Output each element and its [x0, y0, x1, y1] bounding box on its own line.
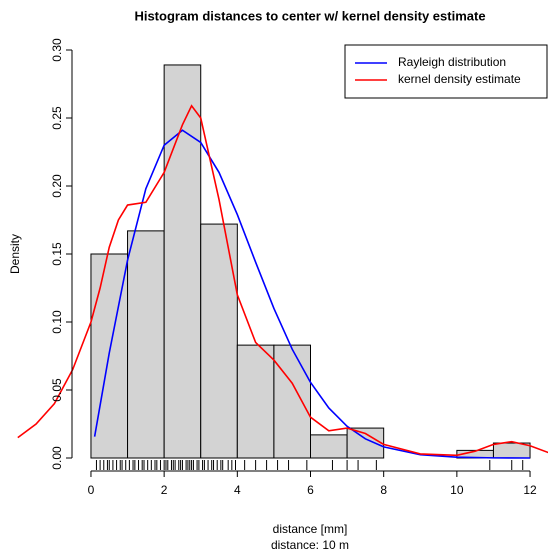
y-tick-label: 0.15: [50, 242, 64, 266]
y-tick-label: 0.20: [50, 174, 64, 198]
bar: [200, 223, 238, 459]
bar: [346, 427, 385, 459]
y-tick-label: 0.25: [50, 106, 64, 130]
chart-title: Histogram distances to center w/ kernel …: [134, 8, 485, 23]
x-tick-label: 10: [450, 483, 464, 497]
x-axis-label: distance [mm]: [273, 522, 348, 536]
bar: [236, 344, 275, 459]
y-tick-label: 0.00: [50, 446, 64, 470]
x-tick-label: 12: [523, 483, 537, 497]
x-tick-label: 6: [307, 483, 314, 497]
y-tick-label: 0.05: [50, 378, 64, 402]
x-tick-label: 0: [88, 483, 95, 497]
x-tick-label: 8: [380, 483, 387, 497]
x-tick-label: 2: [161, 483, 168, 497]
density-curve: [93, 129, 531, 459]
x-tick-label: 4: [234, 483, 241, 497]
legend-label: Rayleigh distribution: [398, 55, 506, 69]
y-tick-label: 0.30: [50, 38, 64, 62]
y-tick-label: 0.10: [50, 310, 64, 334]
bar: [310, 434, 348, 459]
bar: [273, 344, 311, 459]
legend-box: [344, 44, 548, 99]
density-curve: [17, 104, 548, 457]
y-axis-label: Density: [8, 234, 22, 274]
subtitle: distance: 10 m: [271, 538, 349, 552]
legend-label: kernel density estimate: [398, 72, 521, 86]
bar: [127, 230, 165, 459]
